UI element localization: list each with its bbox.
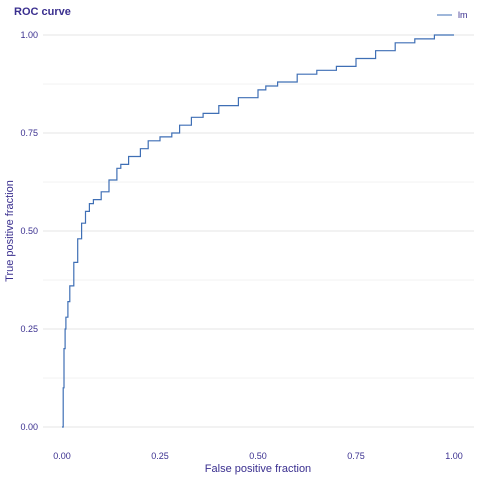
x-tick-label: 0.50 <box>249 451 267 461</box>
x-tick-label: 0.00 <box>53 451 71 461</box>
x-tick-labels: 0.00 0.25 0.50 0.75 1.00 <box>53 451 463 461</box>
y-tick-label: 1.00 <box>20 30 38 40</box>
series-line-lm <box>62 34 454 428</box>
y-gridlines <box>43 34 474 428</box>
legend-label-lm: lm <box>458 10 468 20</box>
y-tick-label: 0.25 <box>20 324 38 334</box>
x-tick-label: 0.25 <box>151 451 169 461</box>
y-axis-label: True positive fraction <box>4 180 16 282</box>
legend: lm <box>437 10 468 20</box>
x-axis-label: False positive fraction <box>205 463 311 475</box>
x-tick-label: 0.75 <box>347 451 365 461</box>
y-tick-labels: 0.00 0.25 0.50 0.75 1.00 <box>20 30 38 432</box>
y-tick-label: 0.00 <box>20 422 38 432</box>
x-tick-label: 1.00 <box>445 451 463 461</box>
chart-title: ROC curve <box>14 6 71 18</box>
y-tick-label: 0.50 <box>20 226 38 236</box>
y-tick-label: 0.75 <box>20 128 38 138</box>
